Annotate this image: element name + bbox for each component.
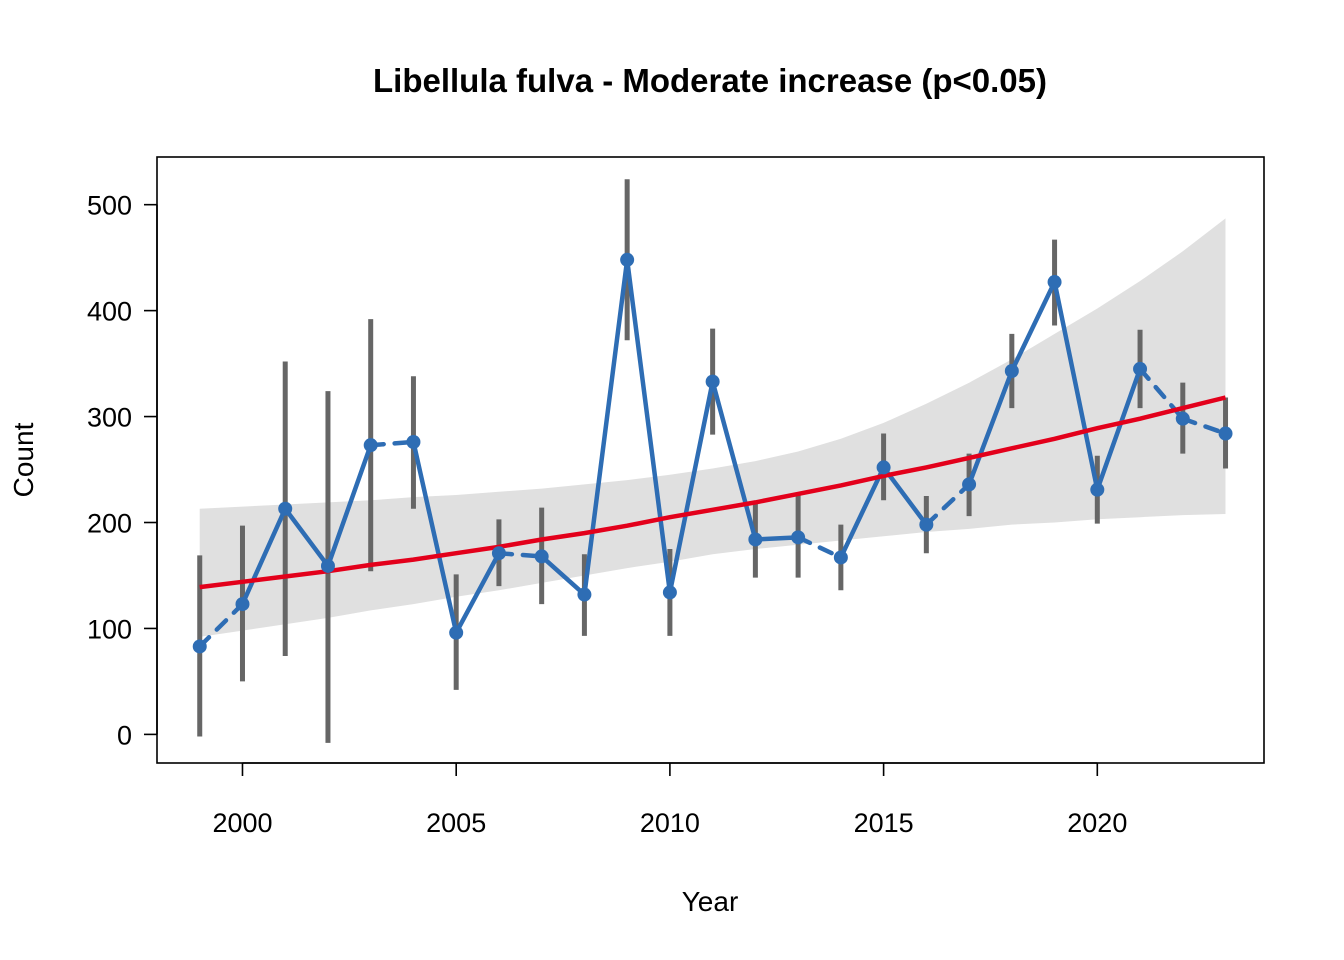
data-point xyxy=(406,434,421,449)
data-point xyxy=(1175,411,1190,426)
series-line-segment xyxy=(1052,279,1100,492)
series-line-segment xyxy=(1009,279,1057,374)
chart-title: Libellula fulva - Moderate increase (p<0… xyxy=(373,62,1047,99)
y-axis: 0 100 200 300 400 500 xyxy=(87,191,158,750)
series-line-segment xyxy=(838,465,886,560)
series-line-segment xyxy=(539,554,587,597)
data-point xyxy=(235,597,250,612)
x-tick-label: 2020 xyxy=(1067,808,1127,838)
y-axis-label: Count xyxy=(8,422,39,497)
data-point xyxy=(192,639,207,654)
data-point xyxy=(1047,275,1062,290)
series-line-segment xyxy=(710,379,758,542)
series-line-segment xyxy=(582,257,630,597)
series-line-segment xyxy=(240,506,288,607)
data-point xyxy=(705,374,720,389)
data-point xyxy=(876,460,891,475)
data-point xyxy=(1133,361,1148,376)
y-tick-label: 300 xyxy=(87,403,132,433)
y-tick-label: 100 xyxy=(87,614,132,644)
series-line-segment xyxy=(411,439,459,635)
series-line-segment xyxy=(197,601,245,649)
x-tick-label: 2005 xyxy=(426,808,486,838)
plot-area xyxy=(192,179,1233,743)
data-point xyxy=(662,585,677,600)
series-line-segment xyxy=(966,368,1015,487)
data-point xyxy=(534,549,549,564)
series-line-segment xyxy=(881,465,929,527)
data-point xyxy=(278,501,293,516)
series-line-segment xyxy=(325,442,373,569)
x-axis: 2000 2005 2010 2015 2020 xyxy=(212,762,1127,838)
y-tick-label: 0 xyxy=(117,720,132,750)
y-tick-label: 200 xyxy=(87,509,132,539)
x-tick-label: 2010 xyxy=(640,808,700,838)
series-line-segment xyxy=(453,550,502,635)
data-point xyxy=(1090,482,1105,497)
series-line-segment xyxy=(795,535,844,560)
x-tick-label: 2015 xyxy=(854,808,914,838)
series-line-segment xyxy=(1180,416,1228,436)
series-line-segment xyxy=(667,379,715,595)
series-line-segment xyxy=(496,550,544,559)
data-point xyxy=(320,558,335,573)
data-point xyxy=(363,438,378,453)
series-line-segment xyxy=(624,257,673,595)
data-point xyxy=(1004,364,1019,379)
data-point xyxy=(491,546,506,561)
confidence-band xyxy=(199,218,1226,637)
series-line-segment xyxy=(368,439,416,448)
y-tick-label: 500 xyxy=(87,191,132,221)
series-line-segment xyxy=(282,506,331,569)
y-tick-label: 400 xyxy=(87,297,132,327)
x-axis-label: Year xyxy=(682,886,739,917)
series-line-segment xyxy=(753,535,801,542)
data-point xyxy=(577,587,592,602)
data-point xyxy=(833,550,848,565)
x-tick-label: 2000 xyxy=(212,808,272,838)
series-line-segment xyxy=(1095,366,1143,492)
data-point xyxy=(620,252,635,267)
data-point xyxy=(962,477,977,492)
trend-line xyxy=(199,395,1227,590)
data-point xyxy=(919,517,934,532)
series-line-segment xyxy=(924,482,972,527)
data-point xyxy=(791,530,806,545)
data-point xyxy=(449,625,464,640)
data-point xyxy=(1218,426,1233,441)
data-point xyxy=(748,532,763,547)
